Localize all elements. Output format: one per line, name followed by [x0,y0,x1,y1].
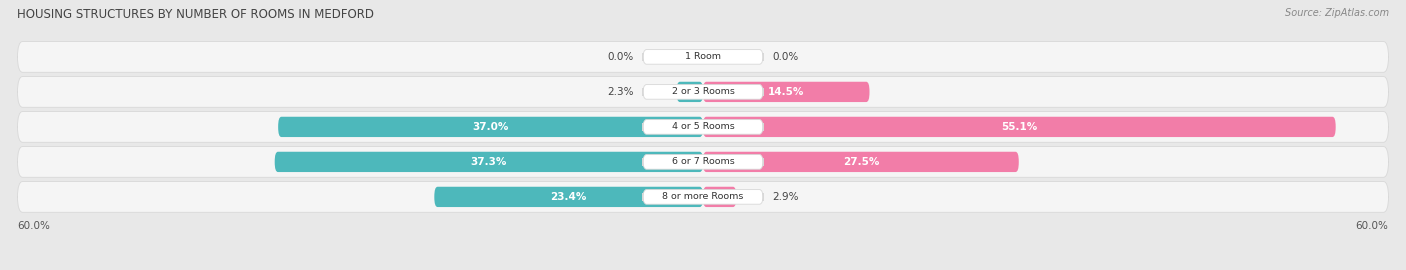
FancyBboxPatch shape [17,76,1389,107]
FancyBboxPatch shape [17,42,1389,72]
Text: 0.0%: 0.0% [607,52,634,62]
Text: 0.0%: 0.0% [772,52,799,62]
Text: 8 or more Rooms: 8 or more Rooms [662,193,744,201]
FancyBboxPatch shape [676,82,703,102]
Text: 60.0%: 60.0% [1355,221,1389,231]
Text: 60.0%: 60.0% [17,221,51,231]
FancyBboxPatch shape [703,117,1336,137]
FancyBboxPatch shape [643,155,763,169]
Text: 14.5%: 14.5% [768,87,804,97]
Text: HOUSING STRUCTURES BY NUMBER OF ROOMS IN MEDFORD: HOUSING STRUCTURES BY NUMBER OF ROOMS IN… [17,8,374,21]
Text: 2.9%: 2.9% [772,192,799,202]
Text: 23.4%: 23.4% [551,192,586,202]
Text: 2.3%: 2.3% [607,87,634,97]
FancyBboxPatch shape [17,181,1389,212]
Text: 37.0%: 37.0% [472,122,509,132]
FancyBboxPatch shape [278,117,703,137]
FancyBboxPatch shape [434,187,703,207]
FancyBboxPatch shape [643,85,763,99]
FancyBboxPatch shape [274,152,703,172]
Text: 6 or 7 Rooms: 6 or 7 Rooms [672,157,734,166]
Text: 4 or 5 Rooms: 4 or 5 Rooms [672,122,734,131]
Text: Source: ZipAtlas.com: Source: ZipAtlas.com [1285,8,1389,18]
FancyBboxPatch shape [703,152,1019,172]
FancyBboxPatch shape [643,50,763,64]
Text: 2 or 3 Rooms: 2 or 3 Rooms [672,87,734,96]
FancyBboxPatch shape [703,82,869,102]
FancyBboxPatch shape [643,120,763,134]
Text: 55.1%: 55.1% [1001,122,1038,132]
FancyBboxPatch shape [17,112,1389,142]
FancyBboxPatch shape [703,187,737,207]
Text: 1 Room: 1 Room [685,52,721,61]
FancyBboxPatch shape [643,190,763,204]
Text: 27.5%: 27.5% [842,157,879,167]
FancyBboxPatch shape [17,147,1389,177]
Text: 37.3%: 37.3% [471,157,508,167]
